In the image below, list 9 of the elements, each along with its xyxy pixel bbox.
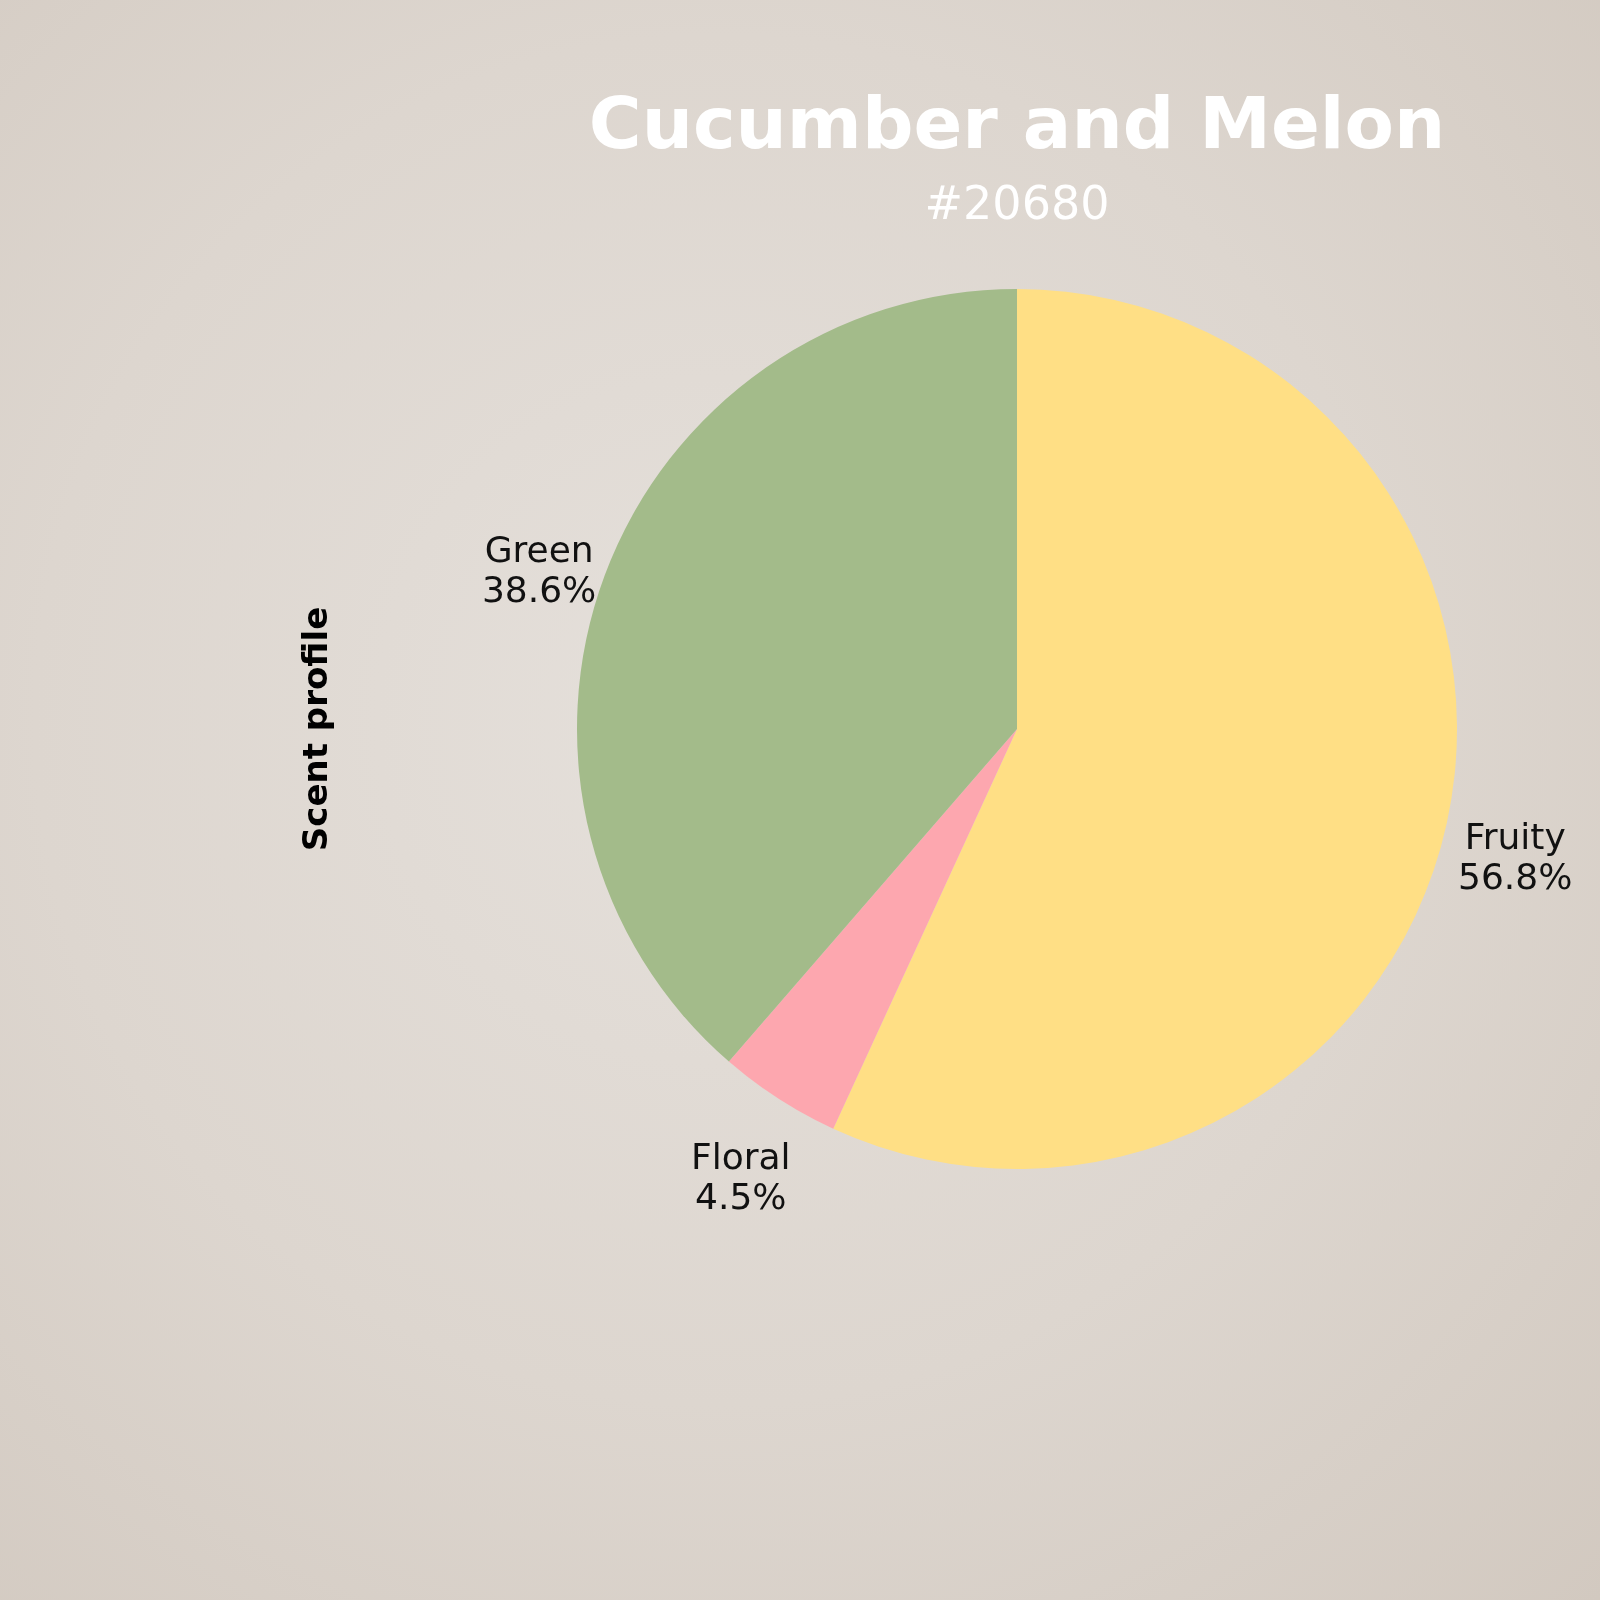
slice-label: Fruity bbox=[1464, 816, 1566, 858]
pie-slice bbox=[833, 289, 1457, 1169]
data-label: 56.8% bbox=[1458, 856, 1573, 898]
pie-slice bbox=[728, 729, 1017, 1129]
text: Scent profile bbox=[295, 606, 335, 852]
slice-label: Floral bbox=[690, 1135, 791, 1177]
data-label: 38.6% bbox=[481, 568, 597, 610]
data-label: 4.5% bbox=[695, 1175, 787, 1217]
slice-label: Green bbox=[484, 528, 594, 570]
